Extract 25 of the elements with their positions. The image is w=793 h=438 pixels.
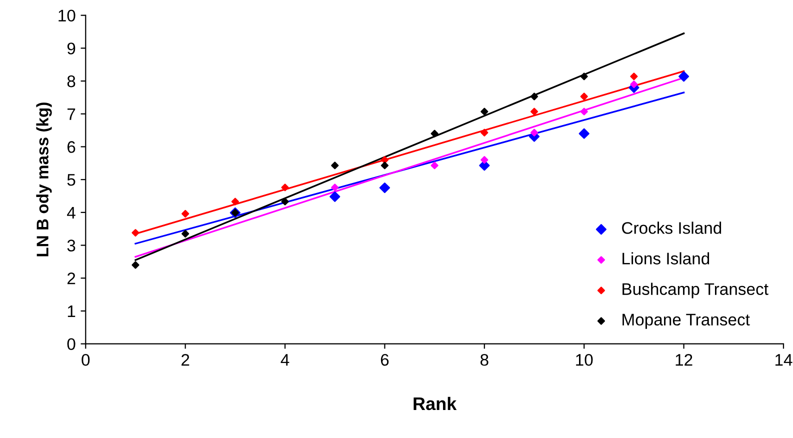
y-tick-label: 7 — [68, 108, 76, 120]
y-tick-label: 5 — [67, 174, 76, 186]
x-tick-label: 4 — [280, 354, 290, 366]
x-tick-label: 6 — [380, 354, 389, 366]
y-tick-label: 0 — [67, 338, 76, 350]
legend-label: Crocks Island — [622, 222, 722, 234]
y-tick-label: 2 — [67, 272, 76, 284]
y-tick-label: 3 — [67, 240, 76, 252]
legend-label: Bushcamp Transect — [622, 282, 768, 298]
y-tick-label: 8 — [67, 75, 76, 88]
legend-label: Lions Island — [622, 252, 710, 264]
y-axis-title: LN B ody mass (kg) — [36, 102, 52, 256]
x-tick-label: 2 — [182, 354, 190, 366]
legend-label: Mopane Transect — [622, 314, 750, 329]
y-tick-label: 6 — [68, 141, 76, 153]
x-tick-label: 8 — [480, 354, 488, 366]
y-tick-label: 1 — [68, 306, 76, 318]
x-tick-label: 10 — [576, 354, 593, 366]
x-axis-title: Rank — [414, 396, 457, 410]
y-tick-label: 9 — [67, 42, 76, 54]
x-tick-label: 14 — [775, 354, 792, 366]
x-tick-label: 12 — [676, 354, 692, 366]
x-tick-label: 0 — [82, 354, 90, 366]
y-tick-label: 4 — [67, 207, 76, 218]
y-tick-label: 10 — [58, 10, 76, 22]
